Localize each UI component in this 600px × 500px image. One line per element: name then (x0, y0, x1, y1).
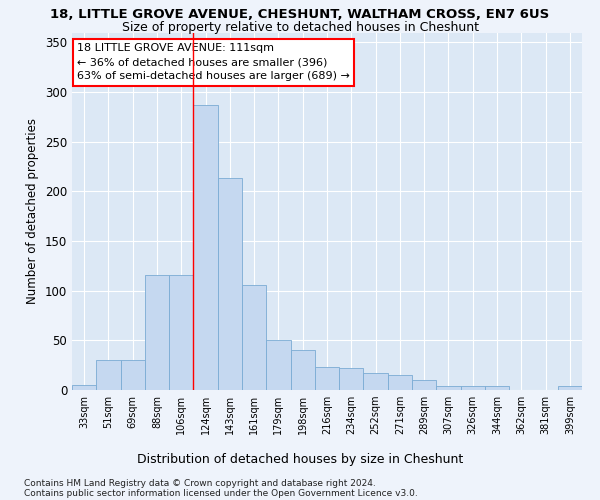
Text: Contains HM Land Registry data © Crown copyright and database right 2024.: Contains HM Land Registry data © Crown c… (24, 479, 376, 488)
Bar (193, 105, 218, 390)
Text: 18 LITTLE GROVE AVENUE: 111sqm
← 36% of detached houses are smaller (396)
63% of: 18 LITTLE GROVE AVENUE: 111sqm ← 36% of … (77, 43, 350, 81)
Bar (436, 386, 461, 390)
Bar (364, 373, 388, 390)
Bar (242, 284, 266, 390)
Bar (266, 340, 290, 390)
Bar (121, 360, 145, 390)
Text: Contains public sector information licensed under the Open Government Licence v3: Contains public sector information licen… (24, 489, 418, 498)
Bar (558, 386, 582, 390)
Bar (145, 275, 169, 390)
Bar (290, 350, 315, 390)
Bar (461, 386, 485, 390)
Bar (218, 178, 242, 390)
Y-axis label: Number of detached properties: Number of detached properties (26, 118, 40, 304)
Bar (72, 385, 96, 390)
Text: Distribution of detached houses by size in Cheshunt: Distribution of detached houses by size … (137, 452, 463, 466)
Bar (96, 360, 121, 390)
Bar (485, 386, 509, 390)
Text: 18, LITTLE GROVE AVENUE, CHESHUNT, WALTHAM CROSS, EN7 6US: 18, LITTLE GROVE AVENUE, CHESHUNT, WALTH… (50, 8, 550, 20)
Bar (315, 367, 339, 390)
Text: Size of property relative to detached houses in Cheshunt: Size of property relative to detached ho… (121, 21, 479, 34)
Bar (412, 380, 436, 390)
Bar (339, 368, 364, 390)
Bar (169, 275, 193, 390)
Bar (388, 375, 412, 390)
